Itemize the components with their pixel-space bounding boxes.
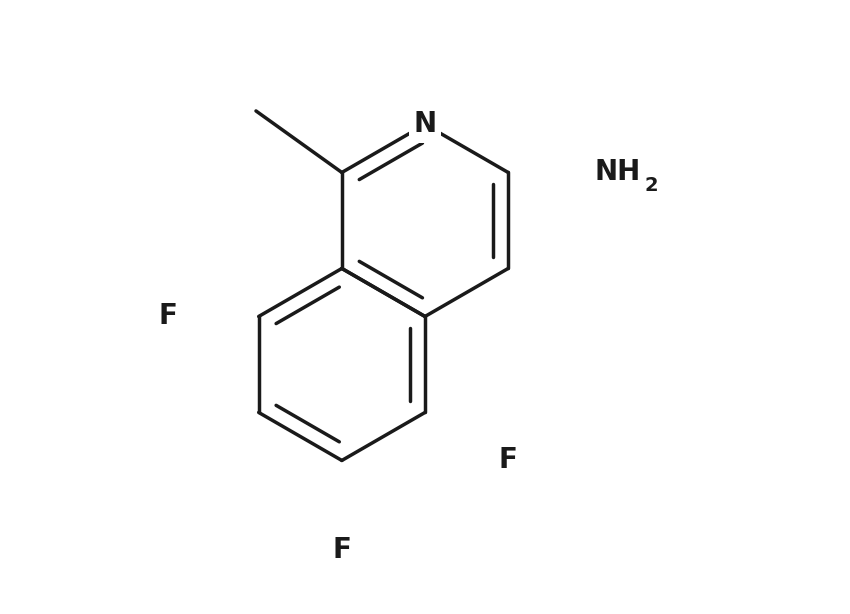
Text: F: F: [159, 303, 178, 330]
Text: N: N: [413, 111, 437, 139]
Text: NH: NH: [594, 158, 640, 187]
Text: F: F: [332, 537, 351, 564]
Text: F: F: [499, 446, 518, 475]
Text: 2: 2: [644, 176, 659, 195]
